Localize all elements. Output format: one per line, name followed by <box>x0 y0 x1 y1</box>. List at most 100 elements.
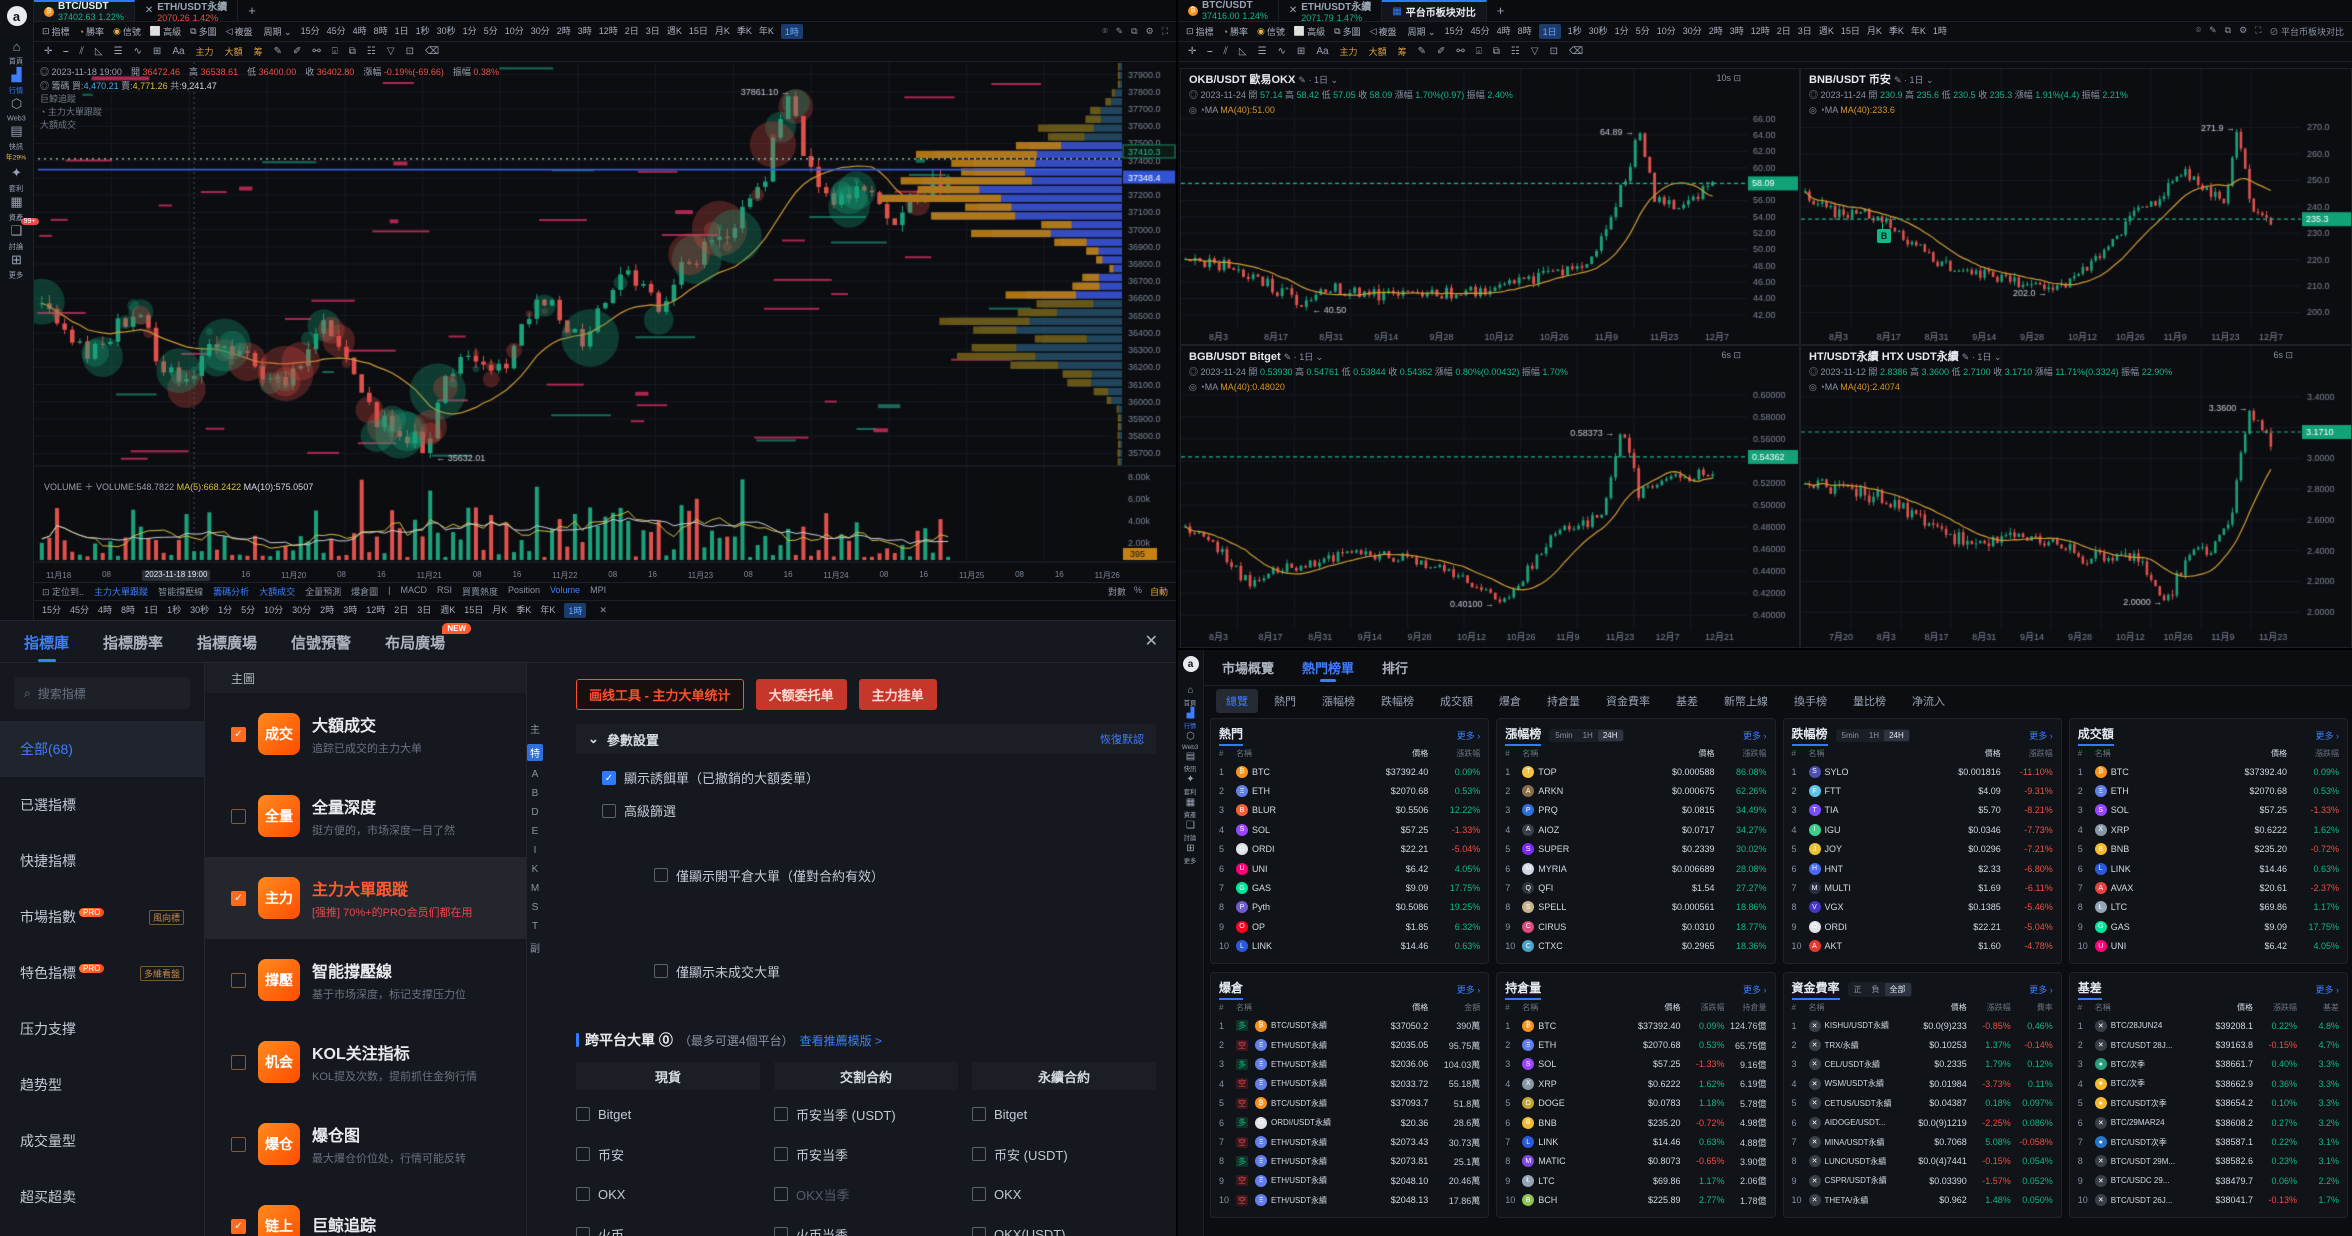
toolbar-icon[interactable]: ⌾ <box>2195 25 2202 35</box>
param-checkbox-row[interactable]: ✓ 僅顯示未成交大單 <box>628 930 1156 1012</box>
table-row[interactable]: 10 ✕ THETA/永續 $0.962 1.48% 0.050% <box>1791 1194 2053 1207</box>
subtab[interactable]: 熱門 <box>1274 696 1296 708</box>
period-button[interactable]: 1日 <box>394 26 409 36</box>
checkbox[interactable]: ✓ <box>972 1227 986 1236</box>
checkbox[interactable]: ✓ <box>972 1147 986 1161</box>
letter-index[interactable]: 特 <box>527 744 543 761</box>
period-button[interactable]: 8時 <box>121 604 136 615</box>
app-logo-icon[interactable]: a <box>1182 656 1199 672</box>
period-button[interactable]: 1分 <box>218 604 233 615</box>
platform-option[interactable]: ✓火币当季 <box>774 1214 958 1236</box>
table-row[interactable]: 3 P PRQ $0.0815 34.49% <box>1505 804 1767 817</box>
more-link[interactable]: 更多 › <box>1743 984 1767 995</box>
table-row[interactable]: 1 ✕ BTC/28JUN24 $39208.1 0.22% 4.8% <box>2077 1019 2339 1032</box>
indicator-checkbox[interactable]: ✓ <box>231 972 246 988</box>
draw-tool-icon[interactable]: ⚯ <box>1456 46 1465 57</box>
category-item[interactable]: 全部(68) <box>0 721 204 777</box>
table-row[interactable]: 9 O OP $1.85 6.32% <box>1219 920 1481 933</box>
table-row[interactable]: 2 Ξ ETH $2070.68 0.53% <box>2077 785 2339 798</box>
period-button[interactable]: 30秒 <box>1588 26 1608 36</box>
draw-tool-icon[interactable]: ☰ <box>1257 46 1267 57</box>
toolbar-item[interactable]: ◔ 勝率 <box>78 26 105 38</box>
panel-tab[interactable]: 布局廣場 NEW <box>385 623 472 662</box>
panel-tab[interactable]: 指標廣場 <box>197 635 258 652</box>
indicator-toggle[interactable]: 大額成交 <box>259 587 296 597</box>
period-button[interactable]: 季K <box>516 604 532 615</box>
table-row[interactable]: 8 S SPELL $0.000561 18.86% <box>1505 901 1767 914</box>
more-link[interactable]: 更多 › <box>1743 730 1767 741</box>
toolbar-icon[interactable]: ⛶ <box>1161 26 1168 36</box>
table-row[interactable]: 1 T TOP $0.000588 86.08% <box>1505 765 1767 778</box>
period-button[interactable]: 12時 <box>366 604 386 615</box>
table-row[interactable]: 5 空 ₿ BTC/USDT永續 $37093.7 51.8萬 <box>1219 1097 1481 1110</box>
checkbox[interactable]: ✓ <box>774 1227 788 1236</box>
period-button[interactable]: 30秒 <box>190 604 210 615</box>
refresh-countdown[interactable]: 10s ⊡ <box>1716 73 1741 83</box>
draw-tool-icon[interactable]: ✐ <box>1436 46 1446 57</box>
draw-tool-icon[interactable]: ✛ <box>1188 46 1197 57</box>
table-row[interactable]: 8 P Pyth $0.5086 19.25% <box>1219 901 1481 914</box>
bnb-chart[interactable]: BNB/USDT 币安 ✎ · 1日 ⌄ ◎ 2023-11-24 開 230.… <box>1800 68 2352 345</box>
period-button[interactable]: 年K <box>1910 26 1926 36</box>
subtab[interactable]: 净流入 <box>1912 696 1945 708</box>
draw-tool-icon[interactable]: ⫽ <box>79 46 84 57</box>
draw-tool-icon[interactable]: ⌫ <box>1568 46 1584 57</box>
subtab[interactable]: 資金費率 <box>1606 696 1650 708</box>
add-tab-button[interactable]: + <box>248 3 256 18</box>
market-tab[interactable]: 市場概覽 <box>1222 661 1275 676</box>
table-row[interactable]: 3 S SOL $57.25 -1.33% 9.16億 <box>1505 1058 1767 1071</box>
period-button[interactable]: 15分 <box>300 26 320 36</box>
market-tab[interactable]: 熱門榜單 <box>1302 650 1354 685</box>
category-item[interactable]: 趋势型 <box>20 1077 62 1093</box>
btc-chart[interactable]: ◎ 2023-11-18 19:00 開 36472.46 高 36538.61… <box>34 62 1176 568</box>
more-link[interactable]: 更多 › <box>1456 984 1481 995</box>
period-button[interactable]: 15日 <box>688 26 708 36</box>
add-tab-button[interactable]: + <box>1496 3 1505 18</box>
period-button[interactable]: 年K <box>758 26 774 36</box>
checkbox[interactable]: ✓ <box>602 803 616 818</box>
table-row[interactable]: 6 M MYRIA $0.006689 28.08% <box>1505 862 1767 875</box>
table-row[interactable]: 3 ✕ CEL/USDT永續 $0.2335 1.79% 0.12% <box>1791 1058 2053 1071</box>
indicator-checkbox[interactable]: ✓ <box>231 890 246 906</box>
table-row[interactable]: 4 X XRP $0.6222 1.62% 6.19億 <box>1505 1077 1767 1090</box>
indicator-toggle[interactable]: ⊡ 定位到.. <box>42 587 85 597</box>
table-row[interactable]: 9 O ORDI $22.21 -5.04% <box>1791 920 2053 933</box>
draw-tool-icon[interactable]: ⌫ <box>424 46 440 57</box>
table-row[interactable]: 4 空 Ξ ETH/USDT永續 $2033.72 55.18萬 <box>1219 1077 1481 1090</box>
period-button[interactable]: 30秒 <box>436 26 456 36</box>
table-row[interactable]: 2 F FTT $4.09 -9.31% <box>1791 785 2053 798</box>
draw-tool-icon[interactable]: ⊡ <box>1549 46 1558 57</box>
period-button[interactable]: 月K <box>492 604 508 615</box>
draw-tool-icon[interactable]: ⧉ <box>1492 46 1500 57</box>
period-button[interactable]: 3時 <box>343 604 358 615</box>
draw-tool-icon[interactable]: ⫽ <box>1223 46 1228 57</box>
period-button[interactable]: 8時 <box>373 26 388 36</box>
period-button[interactable]: 10分 <box>264 604 284 615</box>
sidebar-item[interactable]: ⌂ 首頁 <box>4 39 28 67</box>
period-button[interactable]: 2時 <box>320 604 335 615</box>
table-row[interactable]: 2 ✕ TRX/永續 $0.10253 1.37% -0.14% <box>1791 1039 2053 1052</box>
letter-index[interactable]: 副 <box>530 944 540 955</box>
table-row[interactable]: 4 ● BTC/次季 $38662.9 0.36% 3.3% <box>2077 1077 2339 1090</box>
indicator-checkbox[interactable]: ✓ <box>231 1054 246 1070</box>
period-button[interactable]: 1秒 <box>167 604 182 615</box>
draw-tool-icon[interactable]: ∿ <box>1277 46 1286 57</box>
indicator-toggle[interactable]: MACD <box>400 585 427 595</box>
param-checkbox-row[interactable]: ✓ 高級篩選 <box>602 801 1156 820</box>
period-button[interactable]: 4時 <box>1496 26 1511 36</box>
period-button[interactable]: 年K <box>540 604 556 615</box>
indicator-toggle[interactable]: Volume <box>550 585 581 595</box>
indicator-item[interactable]: ✓ 成交 大額成交 追踪已成交的主力大单 <box>205 693 526 775</box>
period-button[interactable]: 月K <box>714 26 730 36</box>
indicator-toggle[interactable]: 籌碼分析 <box>213 587 250 597</box>
scale-toggle[interactable]: % <box>1133 585 1142 595</box>
toolbar-icon[interactable]: ⧉ <box>1131 26 1138 36</box>
range-toggle[interactable]: 5min 1H 24H <box>1835 728 1910 742</box>
checkbox[interactable]: ✓ <box>654 868 668 882</box>
draw-tool-special[interactable]: 筹 <box>1397 47 1407 57</box>
table-row[interactable]: 3 ● BTC/次季 $38661.7 0.40% 3.3% <box>2077 1058 2339 1071</box>
overlay-indicator-label[interactable]: ◔ 主力大單跟蹤 <box>40 107 102 117</box>
close-icon[interactable]: ✕ <box>1144 633 1158 650</box>
checkbox[interactable]: ✓ <box>774 1147 788 1161</box>
indicator-toggle[interactable]: 全量預測 <box>305 587 342 597</box>
